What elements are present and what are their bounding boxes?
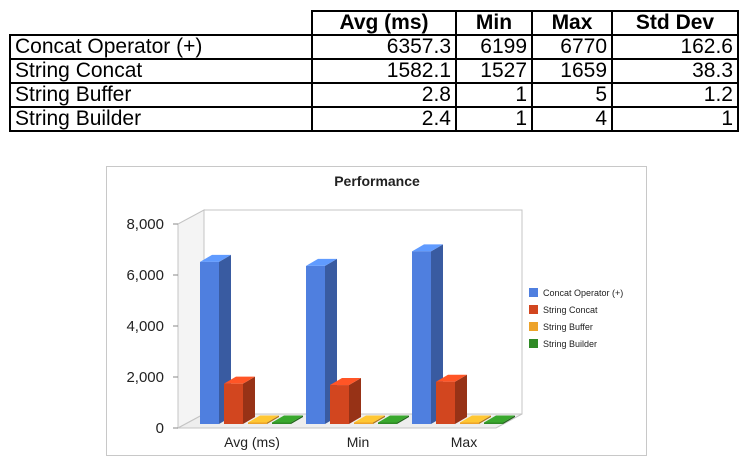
table-header-max: Max [531,10,613,36]
bar [354,422,373,424]
table-header-min: Min [455,10,533,36]
bar-top [412,244,443,252]
cell-avg: 2.8 [311,82,457,108]
row-label: String Buffer [9,82,313,108]
bar-top [354,415,385,423]
legend-swatch [529,339,538,348]
bar-side [455,374,467,424]
y-tick-label: 8,000 [126,216,164,233]
bar-side [397,415,409,424]
bar-top [200,254,231,262]
row-label: Concat Operator (+) [9,34,313,60]
cell-min: 6199 [455,34,533,60]
x-tick-label: Max [451,434,477,450]
bar-top [248,415,279,423]
bar [436,381,455,424]
legend-label: Concat Operator (+) [543,288,623,298]
bar-top [460,415,491,423]
legend-swatch [529,305,538,314]
cell-min: 1 [455,82,533,108]
cell-max: 6770 [531,34,613,60]
bar [330,385,349,424]
bar-side [267,415,279,424]
y-tick-label: 6,000 [126,267,164,284]
bar-top [330,378,361,386]
cell-max: 1659 [531,58,613,84]
bar-side [503,415,515,424]
bar-side [431,244,443,424]
cell-max: 5 [531,82,613,108]
bar-side [291,415,303,424]
table-header-stddev: Std Dev [611,10,739,36]
performance-chart: Performance 0 2,000 4,000 6,000 8,000 Avg (ms)… [106,166,647,456]
table-header-row: Avg (ms) Min Max Std Dev [10,10,739,36]
bar-side [373,415,385,424]
legend-swatch [529,322,538,331]
table-row: Concat Operator (+) 6357.3 6199 6770 162… [9,34,739,60]
cell-min: 1527 [455,58,533,84]
bar [272,422,291,424]
legend-label: String Concat [543,305,598,315]
cell-min: 1 [455,106,533,132]
stats-table: Avg (ms) Min Max Std Dev Concat Operator… [9,10,739,132]
chart-canvas: Performance 0 2,000 4,000 6,000 8,000 Avg (ms)… [126,173,623,450]
bar [306,265,325,424]
bar [200,261,219,424]
y-tick-label: 0 [156,420,164,437]
bar-side [479,415,491,424]
table-row: String Builder 2.4 1 4 1 [9,106,739,132]
chart-title: Performance [334,173,420,189]
bar [378,422,397,424]
bar-top [224,376,255,384]
bar-top [484,415,515,423]
bar [224,383,243,424]
bar-top [378,415,409,423]
cell-stddev: 162.6 [611,34,739,60]
cell-stddev: 1.2 [611,82,739,108]
y-tick-label: 2,000 [126,369,164,386]
bar-side [243,376,255,424]
cell-avg: 2.4 [311,106,457,132]
bar-top [436,374,467,382]
bar [248,422,267,424]
bar-side [349,378,361,424]
bar-top [306,258,337,266]
row-label: String Builder [9,106,313,132]
x-tick-label: Avg (ms) [224,434,280,450]
legend-label: String Buffer [543,322,593,332]
legend-swatch [529,288,538,297]
row-label: String Concat [9,58,313,84]
table-row: String Buffer 2.8 1 5 1.2 [9,82,739,108]
legend-label: String Builder [543,339,597,349]
cell-stddev: 38.3 [611,58,739,84]
table-row: String Concat 1582.1 1527 1659 38.3 [9,58,739,84]
bar [484,422,503,424]
bar [460,422,479,424]
cell-avg: 1582.1 [311,58,457,84]
cell-max: 4 [531,106,613,132]
y-tick-label: 4,000 [126,318,164,335]
bar [412,251,431,424]
table-header-blank [10,11,313,36]
cell-stddev: 1 [611,106,739,132]
cell-avg: 6357.3 [311,34,457,60]
table-header-avg: Avg (ms) [311,10,457,36]
x-tick-label: Min [347,434,370,450]
bar-top [272,415,303,423]
